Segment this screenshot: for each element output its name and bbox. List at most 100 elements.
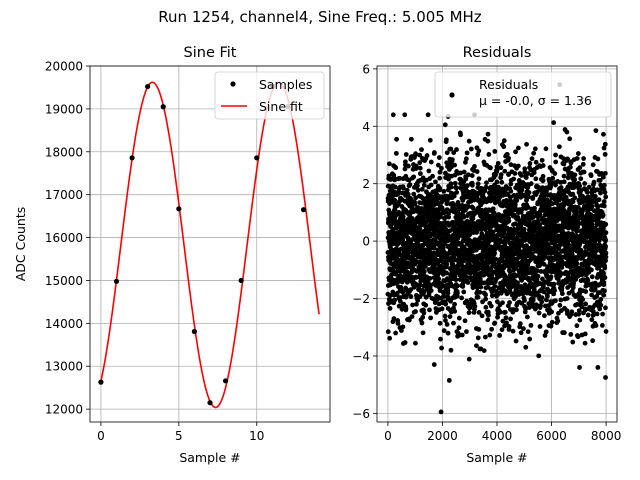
residual-point — [574, 228, 580, 234]
residual-point — [481, 348, 487, 354]
residual-point — [527, 336, 533, 342]
residual-point — [591, 179, 597, 185]
legend-sine-fit-label: Sine fit — [259, 99, 303, 114]
residual-point — [495, 314, 500, 320]
residual-point — [594, 187, 600, 193]
residual-point — [540, 163, 546, 168]
sine-fit-ytick-label: 12000 — [45, 403, 83, 417]
residual-point — [602, 275, 608, 281]
residual-point — [538, 303, 543, 309]
residual-point — [488, 303, 494, 309]
sample-point — [176, 206, 182, 212]
residual-point — [506, 324, 512, 329]
residual-point — [465, 275, 470, 281]
residual-point — [420, 314, 426, 320]
residual-point — [431, 150, 437, 155]
residual-point — [561, 179, 567, 185]
residual-point — [424, 153, 430, 158]
residual-point — [485, 317, 491, 323]
residual-point — [558, 297, 564, 303]
residual-point — [500, 300, 505, 306]
sample-point — [129, 155, 135, 161]
residual-point — [428, 288, 434, 293]
residual-point — [540, 173, 546, 179]
residuals-panel: Residuals 0 2000 4000 6000 8000 −6 −4 −2 0 2 4 6 Sa… — [352, 45, 621, 465]
residual-point — [413, 195, 419, 201]
residual-point — [439, 165, 444, 171]
residual-point — [444, 270, 449, 276]
residual-point — [595, 203, 601, 209]
residual-point — [456, 315, 462, 321]
residuals-frame — [376, 65, 618, 423]
residual-point — [456, 325, 462, 331]
residual-point — [413, 340, 418, 346]
residual-point — [565, 175, 571, 181]
residual-point — [431, 245, 437, 251]
residual-point — [577, 317, 583, 323]
residual-point — [560, 228, 565, 234]
residual-point — [555, 318, 561, 324]
residual-point — [468, 146, 474, 152]
residual-point — [441, 293, 447, 299]
residual-point — [489, 192, 495, 197]
residuals-ytick-label: 6 — [362, 62, 370, 76]
residual-point — [600, 212, 606, 218]
residual-point — [489, 293, 495, 299]
residual-point — [469, 182, 475, 188]
residual-point — [594, 293, 600, 299]
residual-point — [603, 250, 609, 256]
residual-point — [550, 175, 556, 181]
residual-point — [578, 176, 584, 182]
residual-point — [408, 294, 414, 299]
residual-point — [415, 297, 421, 303]
sine-fit-xtick-label: 5 — [175, 429, 183, 443]
residual-point — [512, 171, 518, 176]
residual-point — [436, 155, 442, 160]
residual-point — [454, 190, 460, 195]
residual-point — [508, 162, 514, 168]
residual-point — [413, 163, 419, 169]
residual-point — [603, 305, 608, 311]
residual-point — [502, 168, 508, 174]
residual-point — [602, 151, 608, 157]
residual-point — [483, 292, 488, 298]
residual-point — [504, 320, 509, 326]
residual-point — [502, 309, 508, 315]
residual-point — [601, 131, 606, 137]
residual-point — [419, 320, 425, 326]
residual-point — [497, 273, 503, 279]
residual-point — [578, 300, 584, 306]
residual-point — [461, 214, 467, 220]
residual-point — [569, 252, 575, 258]
residual-point — [466, 310, 472, 316]
residual-point — [499, 327, 505, 333]
residual-point — [582, 181, 588, 186]
residual-point — [463, 176, 469, 182]
residual-point — [410, 302, 415, 308]
residual-point — [474, 285, 480, 291]
residuals-ytick-label: 0 — [362, 235, 370, 249]
residual-point — [474, 169, 480, 174]
residual-point — [523, 344, 529, 350]
residual-point — [506, 218, 512, 224]
residual-point — [573, 209, 579, 214]
residual-point — [548, 323, 554, 329]
sample-point — [191, 328, 198, 335]
residual-point — [575, 273, 581, 279]
residual-point — [413, 151, 419, 157]
residual-point — [601, 282, 607, 288]
residual-point — [518, 223, 524, 229]
residual-point — [458, 170, 464, 176]
residual-point — [516, 245, 522, 251]
residual-point — [589, 203, 595, 209]
residual-point — [539, 295, 545, 301]
residual-point — [460, 284, 466, 289]
residual-point — [583, 289, 589, 294]
residual-point — [417, 165, 423, 171]
sine-fit-ytick-label: 15000 — [45, 274, 83, 288]
residual-point — [590, 312, 596, 318]
residual-point — [391, 316, 397, 321]
residual-point — [601, 145, 607, 151]
legend-residuals-label: Residuals — [479, 77, 538, 92]
residual-point — [591, 208, 597, 214]
